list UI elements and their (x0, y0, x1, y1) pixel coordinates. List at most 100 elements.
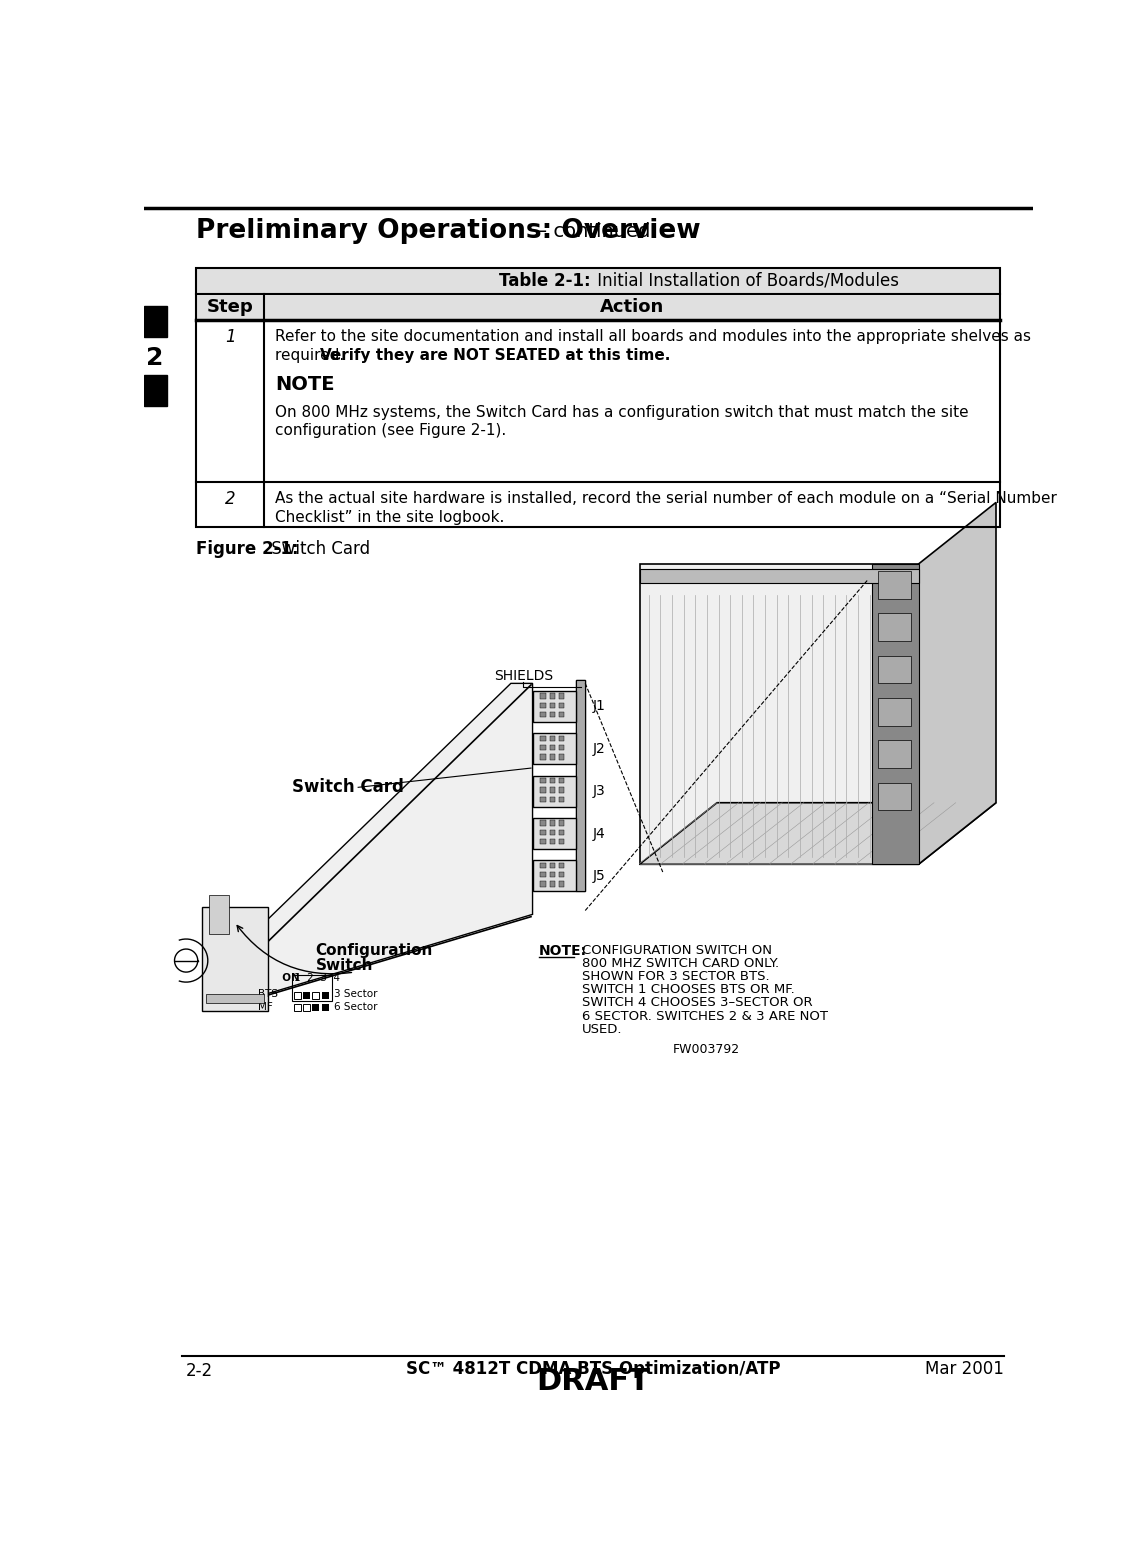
Bar (292, 976, 332, 1002)
Text: BTS: BTS (258, 990, 278, 999)
Bar (550, 745, 554, 750)
Text: configuration (see Figure 2-1).: configuration (see Figure 2-1). (276, 423, 506, 439)
Bar (541, 711, 545, 717)
Text: 6 Sector: 6 Sector (334, 1002, 378, 1011)
Text: Switch: Switch (316, 958, 373, 974)
Bar (209, 895, 228, 934)
Bar (559, 829, 565, 836)
Bar (878, 571, 910, 599)
Polygon shape (639, 803, 996, 864)
Bar (576, 680, 585, 892)
Bar (559, 839, 565, 845)
Text: Action: Action (600, 297, 665, 316)
Text: Preliminary Operations: Overview: Preliminary Operations: Overview (196, 218, 700, 244)
Bar (559, 778, 565, 784)
Bar (294, 993, 301, 999)
Bar (541, 694, 545, 699)
Text: NOTE: NOTE (276, 375, 335, 394)
Bar (303, 993, 310, 999)
Bar (559, 711, 565, 717)
Text: 6 SECTOR. SWITCHES 2 & 3 ARE NOT: 6 SECTOR. SWITCHES 2 & 3 ARE NOT (582, 1010, 828, 1022)
Text: 1  2  3  4: 1 2 3 4 (294, 974, 340, 983)
Bar (559, 871, 565, 878)
Bar (196, 268, 1000, 527)
Text: Initial Installation of Boards/Modules: Initial Installation of Boards/Modules (592, 272, 899, 289)
Bar (878, 699, 910, 725)
Bar (878, 613, 910, 641)
Text: DRAFT: DRAFT (536, 1368, 650, 1396)
Bar (559, 820, 565, 826)
Bar (533, 818, 576, 850)
Bar (550, 703, 554, 708)
Text: Refer to the site documentation and install all boards and modules into the appr: Refer to the site documentation and inst… (276, 330, 1031, 344)
Bar (303, 1005, 310, 1011)
Bar (872, 563, 918, 864)
Bar (541, 797, 545, 801)
Bar (541, 881, 545, 887)
Text: Figure 2-1:: Figure 2-1: (196, 540, 298, 557)
Text: J3: J3 (594, 784, 606, 798)
Text: Checklist” in the site logbook.: Checklist” in the site logbook. (276, 509, 505, 524)
Text: 2: 2 (147, 345, 164, 370)
Bar (878, 655, 910, 683)
Text: As the actual site hardware is installed, record the serial number of each modul: As the actual site hardware is installed… (276, 492, 1057, 506)
Bar (197, 294, 999, 321)
Bar (541, 745, 545, 750)
Text: SWITCH 1 CHOOSES BTS OR MF.: SWITCH 1 CHOOSES BTS OR MF. (582, 983, 794, 996)
Text: J4: J4 (594, 826, 606, 840)
Bar (576, 680, 585, 892)
Bar (541, 703, 545, 708)
Bar (559, 755, 565, 759)
Bar (541, 755, 545, 759)
Text: Switch Card: Switch Card (266, 540, 370, 557)
Bar (559, 797, 565, 801)
Text: FW003792: FW003792 (673, 1044, 740, 1057)
Bar (639, 568, 918, 582)
Bar (321, 1005, 328, 1011)
Text: SC™ 4812T CDMA BTS Optimization/ATP: SC™ 4812T CDMA BTS Optimization/ATP (405, 1360, 781, 1379)
Text: SHOWN FOR 3 SECTOR BTS.: SHOWN FOR 3 SECTOR BTS. (582, 971, 770, 983)
Bar (550, 787, 554, 792)
Text: MF: MF (258, 1002, 273, 1011)
Bar (576, 680, 585, 892)
Bar (559, 745, 565, 750)
Text: Step: Step (207, 297, 254, 316)
Bar (576, 680, 585, 892)
Text: Configuration: Configuration (316, 943, 433, 958)
Bar (533, 776, 576, 806)
Bar (541, 778, 545, 784)
Text: J1: J1 (594, 700, 606, 714)
Bar (312, 993, 319, 999)
Text: CONFIGURATION SWITCH ON: CONFIGURATION SWITCH ON (582, 944, 773, 957)
Bar (639, 563, 918, 864)
Bar (533, 691, 576, 722)
Bar (878, 783, 910, 811)
Text: J2: J2 (594, 742, 606, 756)
Text: ON: ON (276, 974, 300, 983)
Bar (541, 736, 545, 741)
Bar (550, 862, 554, 868)
Bar (144, 375, 166, 406)
Bar (197, 268, 999, 294)
Bar (541, 829, 545, 836)
Bar (559, 736, 565, 741)
Text: On 800 MHz systems, the Switch Card has a configuration switch that must match t: On 800 MHz systems, the Switch Card has … (276, 405, 969, 420)
Text: – continued: – continued (532, 223, 651, 241)
Bar (321, 993, 328, 999)
Bar (576, 680, 585, 892)
Bar (559, 881, 565, 887)
Text: Switch Card: Switch Card (293, 778, 404, 797)
Polygon shape (205, 683, 533, 1004)
Bar (550, 711, 554, 717)
Text: NOTE:: NOTE: (538, 943, 587, 957)
Bar (550, 797, 554, 801)
Text: J5: J5 (594, 868, 606, 882)
Text: SHIELDS: SHIELDS (494, 669, 553, 683)
Text: required.: required. (276, 349, 349, 363)
Text: Mar 2001: Mar 2001 (925, 1360, 1003, 1379)
Bar (550, 871, 554, 878)
Bar (202, 907, 267, 1010)
Bar (878, 741, 910, 769)
Bar (559, 703, 565, 708)
Bar (550, 755, 554, 759)
